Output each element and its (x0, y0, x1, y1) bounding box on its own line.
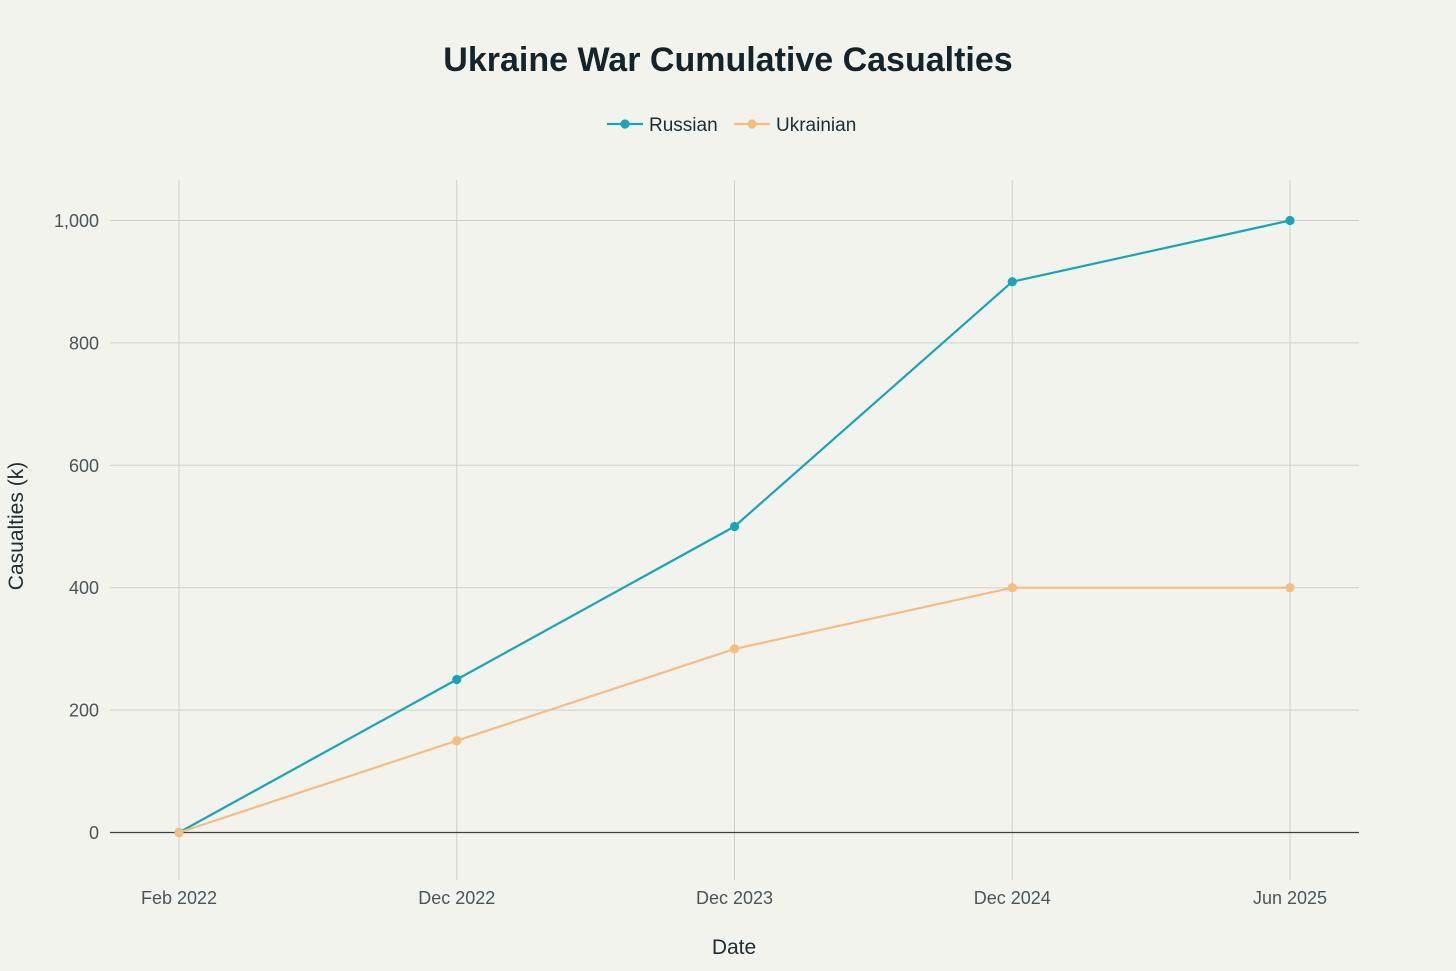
data-point-ukrainian (1007, 583, 1017, 593)
y-tick-label: 1,000 (54, 211, 99, 231)
data-point-russian (1007, 277, 1017, 287)
x-tick-label: Jun 2025 (1253, 888, 1327, 908)
legend-swatch-marker (747, 119, 757, 129)
x-tick-label: Dec 2023 (696, 888, 773, 908)
x-tick-label: Dec 2022 (418, 888, 495, 908)
data-point-ukrainian (729, 644, 740, 654)
data-point-ukrainian (452, 736, 462, 746)
y-tick-label: 400 (69, 578, 99, 598)
data-point-russian (1285, 215, 1295, 226)
y-tick-label: 600 (69, 456, 99, 476)
chart-title: Ukraine War Cumulative Casualties (443, 41, 1012, 79)
series-ukrainian (174, 583, 1295, 838)
series-group (174, 215, 1295, 838)
legend: Russian Ukrainian (607, 115, 856, 136)
x-tick-label: Dec 2024 (974, 888, 1051, 908)
y-tick-label: 200 (69, 701, 99, 721)
legend-item-russian: Russian (607, 115, 718, 136)
x-axis-ticks: Feb 2022 Dec 2022 Dec 2023 Dec 2024 Jun 2025 (141, 888, 1327, 908)
y-axis-title: Casualties (k) (5, 462, 28, 590)
y-tick-label: 800 (69, 333, 99, 353)
legend-item-ukrainian: Ukrainian (734, 115, 856, 136)
y-axis-ticks: 0 200 400 600 800 1,000 (54, 211, 99, 843)
data-point-ukrainian (1285, 583, 1295, 593)
x-tick-label: Feb 2022 (141, 888, 217, 908)
x-axis-title: Date (712, 936, 756, 959)
legend-label-ukrainian: Ukrainian (776, 115, 856, 136)
data-point-russian (729, 521, 740, 532)
legend-label-russian: Russian (649, 115, 718, 136)
series-russian (174, 215, 1295, 838)
y-tick-label: 0 (89, 823, 99, 843)
legend-swatch-marker (620, 119, 630, 129)
data-point-russian (452, 674, 462, 685)
data-point-ukrainian (174, 827, 184, 838)
